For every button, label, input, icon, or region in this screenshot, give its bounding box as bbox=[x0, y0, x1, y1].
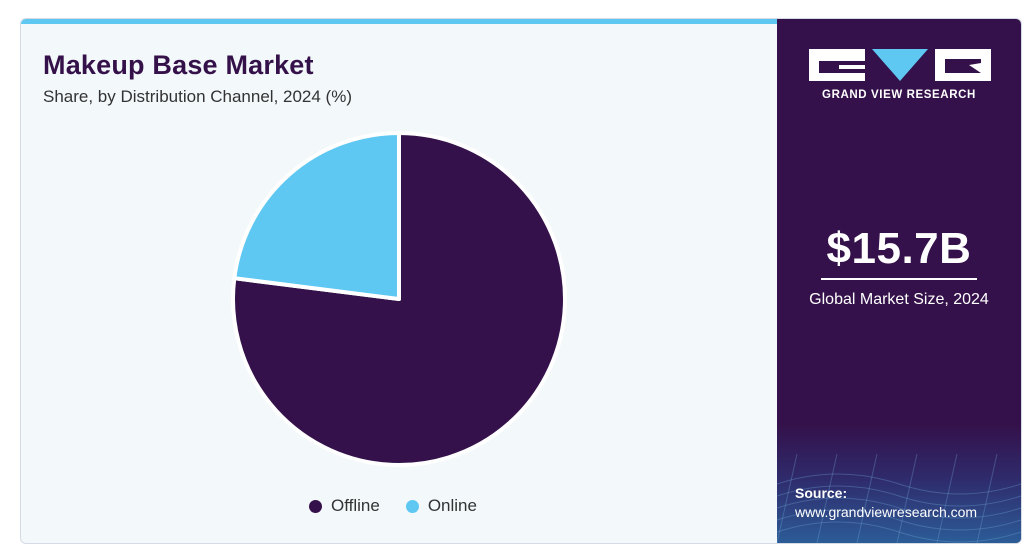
decorative-pattern bbox=[777, 424, 1021, 543]
legend-swatch-online bbox=[405, 499, 419, 513]
pie-chart bbox=[231, 131, 567, 467]
legend-item-online: Online bbox=[405, 496, 477, 516]
legend-swatch-offline bbox=[309, 499, 322, 513]
brand-name: GRAND VIEW RESEARCH bbox=[822, 89, 976, 101]
info-sidebar: GRAND VIEW RESEARCH $15.7B Global Market… bbox=[777, 19, 1021, 543]
grand-view-research-logo-icon bbox=[809, 49, 991, 81]
chart-panel: Makeup Base Market Share, by Distributio… bbox=[21, 24, 777, 543]
legend-label-offline: Offline bbox=[331, 496, 380, 515]
chart-legend: Offline Online bbox=[309, 496, 503, 516]
legend-item-offline: Offline bbox=[309, 496, 380, 516]
source-url[interactable]: www.grandviewresearch.com bbox=[795, 504, 978, 520]
chart-title: Makeup Base Market bbox=[43, 50, 314, 80]
pie-slice-offline bbox=[231, 131, 567, 467]
market-size-value: $15.7B bbox=[826, 224, 972, 273]
pie-slice-online bbox=[232, 131, 401, 301]
legend-label-online: Online bbox=[427, 496, 477, 515]
accent-bar bbox=[21, 19, 777, 24]
source-label: Source: bbox=[795, 485, 848, 501]
chart-card: Makeup Base Market Share, by Distributio… bbox=[20, 18, 1022, 544]
market-size-label: Global Market Size, 2024 bbox=[809, 291, 989, 308]
chart-subtitle: Share, by Distribution Channel, 2024 (%) bbox=[43, 87, 352, 106]
divider bbox=[821, 278, 977, 280]
